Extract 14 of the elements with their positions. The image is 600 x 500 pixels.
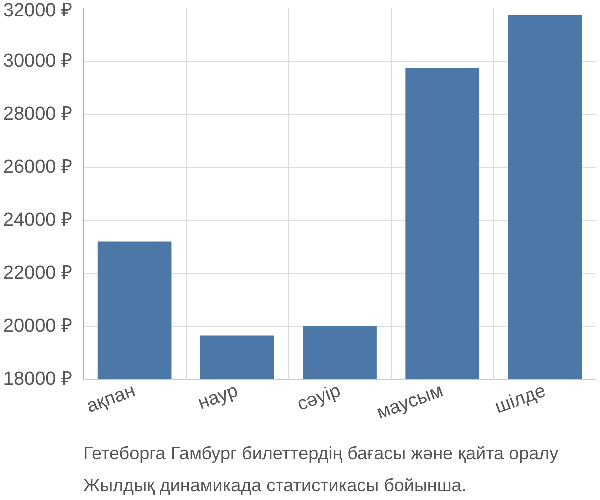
y-tick-label: 30000 ₽ [3,51,73,72]
y-tick-label: 26000 ₽ [3,157,73,178]
y-tick-label: 20000 ₽ [3,316,73,337]
y-tick-label: 28000 ₽ [3,104,73,125]
y-tick-label: 24000 ₽ [3,210,73,231]
y-tick-label: 18000 ₽ [3,369,73,390]
x-tick-label: ақпан [84,380,138,418]
x-tick-label: наур [196,380,242,414]
text: Гетеборга Гамбург билеттердің бағасы және қайта оралу [84,444,559,464]
x-tick-label: сәуір [294,380,344,416]
y-tick-label: 22000 ₽ [3,263,73,284]
x-tick-label: шілде [492,380,549,418]
y-tick-label: 32000 ₽ [3,0,73,22]
text: Жылдық динамикада статистикасы бойынша. [84,476,467,496]
